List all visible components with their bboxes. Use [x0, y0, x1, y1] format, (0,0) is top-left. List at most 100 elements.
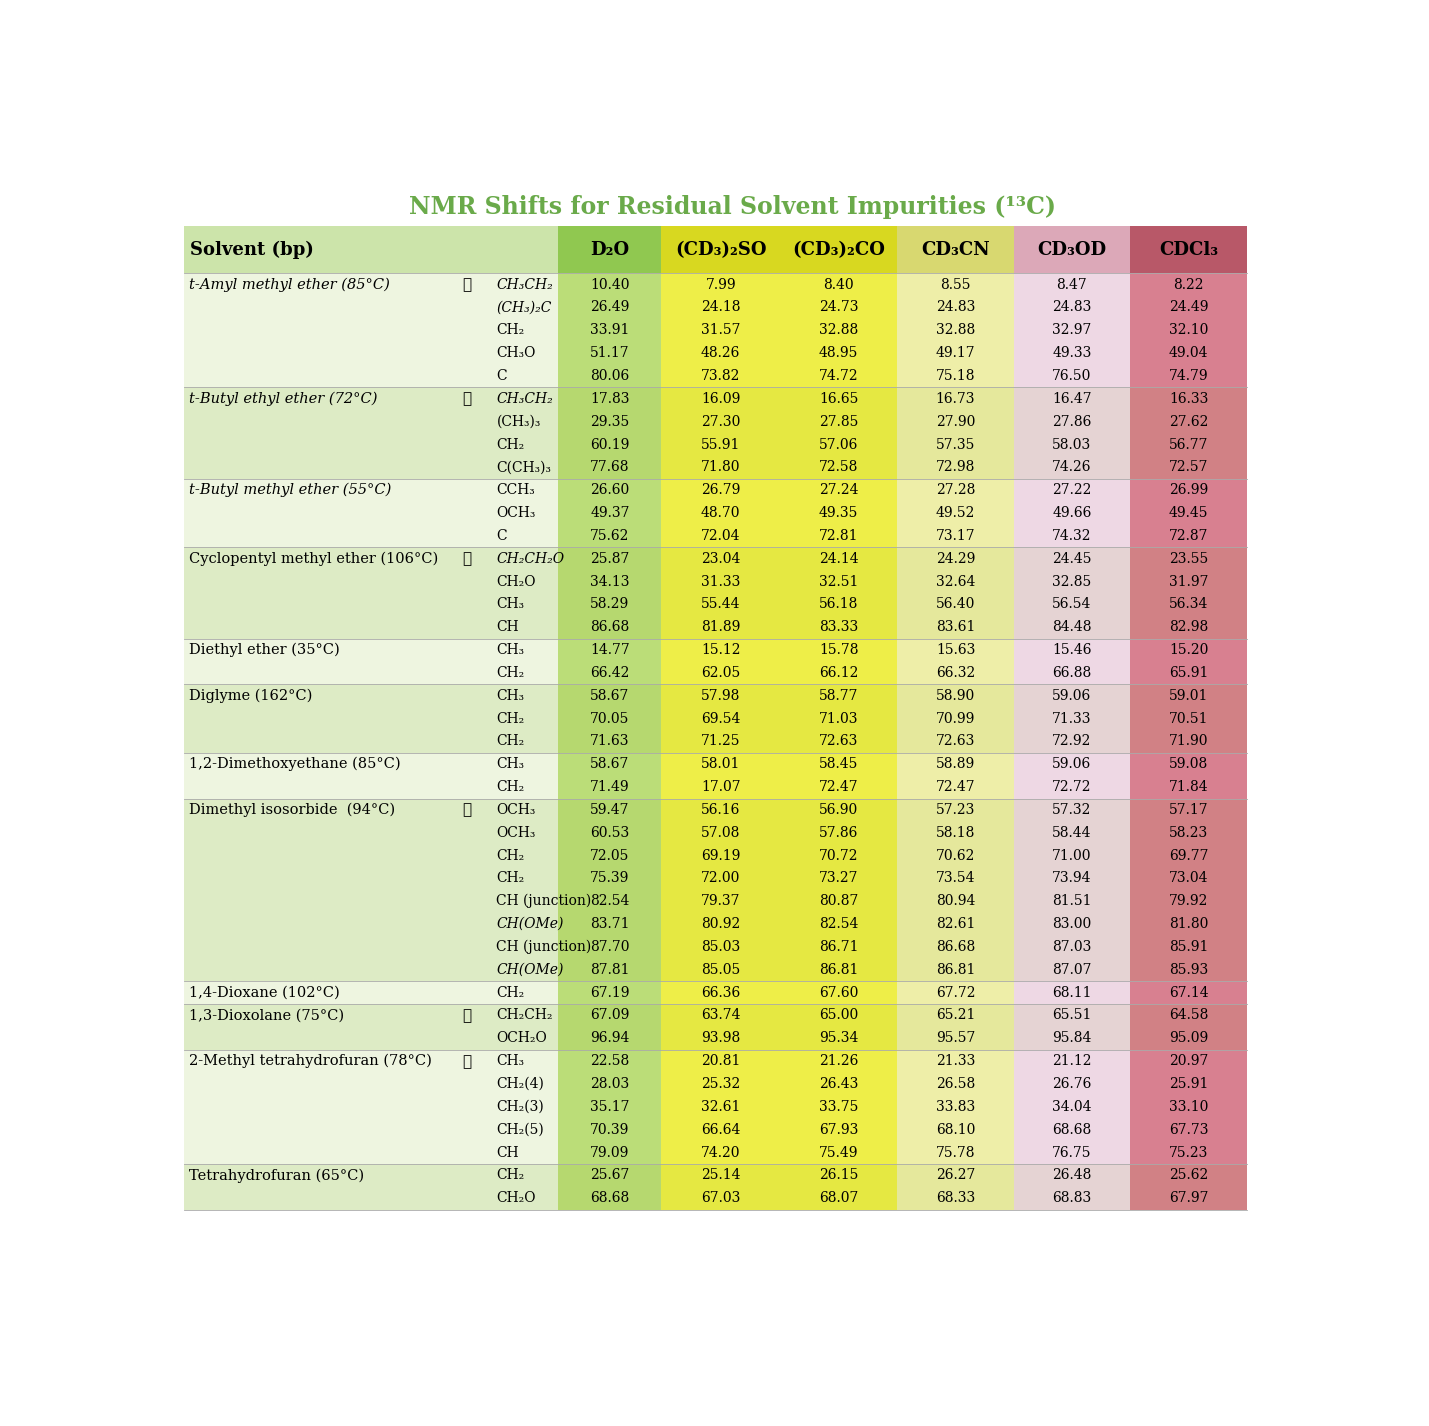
Text: NMR Shifts for Residual Solvent Impurities (¹³C): NMR Shifts for Residual Solvent Impuriti…: [409, 195, 1056, 220]
Text: 65.51: 65.51: [1052, 1008, 1092, 1022]
Text: 57.98: 57.98: [702, 689, 740, 703]
Bar: [897, 548, 1013, 639]
Text: 71.80: 71.80: [702, 461, 740, 475]
Text: 69.19: 69.19: [702, 848, 740, 863]
Text: 68.68: 68.68: [590, 1191, 630, 1205]
Text: 66.88: 66.88: [1052, 666, 1092, 680]
Text: 1,4-Dioxane (102°C): 1,4-Dioxane (102°C): [189, 985, 339, 1000]
Text: CH₃O: CH₃O: [496, 347, 536, 361]
Text: 65.91: 65.91: [1169, 666, 1209, 680]
Text: 26.49: 26.49: [590, 301, 630, 315]
Bar: [662, 388, 780, 479]
Text: 26.27: 26.27: [936, 1168, 975, 1182]
Text: 32.61: 32.61: [702, 1099, 740, 1114]
Text: 86.81: 86.81: [936, 963, 975, 977]
Bar: [897, 1164, 1013, 1209]
Text: 32.64: 32.64: [936, 575, 975, 589]
Text: 16.73: 16.73: [936, 392, 975, 406]
Text: 33.91: 33.91: [590, 324, 630, 338]
Text: 31.97: 31.97: [1169, 575, 1209, 589]
Text: 56.16: 56.16: [702, 803, 740, 817]
Text: 64.58: 64.58: [1169, 1008, 1209, 1022]
Bar: [184, 479, 442, 548]
Text: 84.48: 84.48: [1052, 620, 1092, 635]
Text: 70.05: 70.05: [590, 712, 630, 726]
Text: 34.13: 34.13: [590, 575, 630, 589]
Text: 56.54: 56.54: [1052, 597, 1092, 612]
Text: 72.98: 72.98: [936, 461, 975, 475]
Text: 66.36: 66.36: [702, 985, 740, 1000]
Text: OCH₃: OCH₃: [496, 803, 536, 817]
Text: CH₂CH₂: CH₂CH₂: [496, 1008, 553, 1022]
Bar: [442, 479, 492, 548]
Text: 33.75: 33.75: [819, 1099, 859, 1114]
Text: CH₃: CH₃: [496, 643, 524, 657]
Text: 25.67: 25.67: [590, 1168, 630, 1182]
Bar: [662, 225, 780, 274]
Text: 51.17: 51.17: [590, 347, 630, 361]
Bar: [492, 388, 559, 479]
Text: Tetrahydrofuran (65°C): Tetrahydrofuran (65°C): [189, 1168, 364, 1182]
Text: CD₃CN: CD₃CN: [922, 241, 990, 258]
Text: 58.89: 58.89: [936, 757, 975, 771]
Text: 26.79: 26.79: [702, 483, 740, 498]
Text: 95.84: 95.84: [1052, 1031, 1092, 1045]
Text: 74.20: 74.20: [702, 1145, 740, 1159]
Text: 27.62: 27.62: [1169, 415, 1209, 429]
Text: 83.33: 83.33: [819, 620, 859, 635]
Text: CH₂(4): CH₂(4): [496, 1077, 544, 1091]
Bar: [492, 274, 559, 388]
Bar: [1130, 388, 1248, 479]
Bar: [492, 1050, 559, 1164]
Bar: [1013, 388, 1130, 479]
Text: 27.86: 27.86: [1052, 415, 1092, 429]
Text: CH₂: CH₂: [496, 734, 524, 749]
Text: 59.01: 59.01: [1169, 689, 1209, 703]
Text: 15.12: 15.12: [702, 643, 740, 657]
Text: 16.09: 16.09: [702, 392, 740, 406]
Text: 69.54: 69.54: [702, 712, 740, 726]
Bar: [442, 684, 492, 753]
Text: 27.24: 27.24: [819, 483, 859, 498]
Text: 58.44: 58.44: [1052, 826, 1092, 840]
Text: 67.97: 67.97: [1169, 1191, 1209, 1205]
Text: 86.81: 86.81: [819, 963, 859, 977]
Text: 24.49: 24.49: [1169, 301, 1209, 315]
Text: 68.83: 68.83: [1052, 1191, 1092, 1205]
Text: 62.05: 62.05: [702, 666, 740, 680]
Text: 72.04: 72.04: [702, 529, 740, 543]
Text: 67.14: 67.14: [1169, 985, 1209, 1000]
Text: 71.90: 71.90: [1169, 734, 1209, 749]
Text: CH (junction): CH (junction): [496, 940, 592, 954]
Text: 87.70: 87.70: [590, 940, 630, 954]
Text: CH₃: CH₃: [496, 1054, 524, 1068]
Text: 49.04: 49.04: [1169, 347, 1209, 361]
Text: 60.19: 60.19: [590, 438, 630, 452]
Text: 72.81: 72.81: [819, 529, 859, 543]
Text: 26.99: 26.99: [1169, 483, 1209, 498]
Bar: [184, 1050, 442, 1164]
Text: 57.06: 57.06: [819, 438, 859, 452]
Text: CH₂: CH₂: [496, 985, 524, 1000]
Text: 26.48: 26.48: [1052, 1168, 1092, 1182]
Text: 75.18: 75.18: [936, 369, 975, 384]
Text: 24.14: 24.14: [819, 552, 859, 566]
Text: 95.34: 95.34: [819, 1031, 859, 1045]
Bar: [662, 274, 780, 1209]
Text: 58.01: 58.01: [702, 757, 740, 771]
Bar: [442, 1164, 492, 1209]
Bar: [559, 799, 662, 981]
Bar: [442, 388, 492, 479]
Text: 70.62: 70.62: [936, 848, 975, 863]
Text: 95.57: 95.57: [936, 1031, 975, 1045]
Text: 77.68: 77.68: [590, 461, 630, 475]
Text: 71.25: 71.25: [702, 734, 740, 749]
Text: 🌿: 🌿: [463, 552, 472, 566]
Text: 29.35: 29.35: [590, 415, 630, 429]
Bar: [492, 799, 559, 981]
Bar: [1013, 225, 1130, 274]
Text: 8.40: 8.40: [823, 278, 855, 292]
Text: 49.35: 49.35: [819, 506, 859, 520]
Text: 59.06: 59.06: [1052, 757, 1092, 771]
Text: 69.77: 69.77: [1169, 848, 1209, 863]
